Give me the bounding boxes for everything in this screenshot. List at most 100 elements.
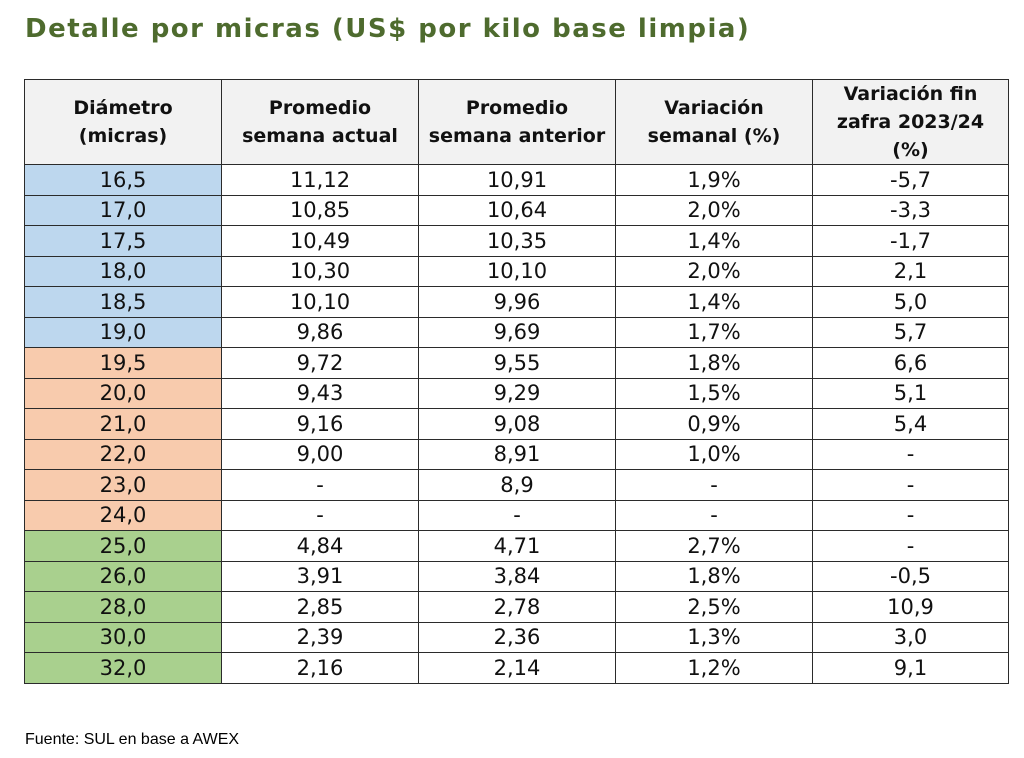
cell-promedio-actual: 3,91 xyxy=(221,560,419,592)
cell-diametro: 20,0 xyxy=(24,377,222,409)
micron-price-table: Diámetro (micras) Promedio semana actual… xyxy=(24,79,1009,684)
cell-promedio-anterior: 10,64 xyxy=(418,194,616,226)
table-header-row: Diámetro (micras) Promedio semana actual… xyxy=(24,79,1009,165)
table-row: 17,5 10,49 10,35 1,4% -1,7 xyxy=(24,225,1009,257)
cell-variacion-zafra: 10,9 xyxy=(812,591,1009,623)
cell-variacion-semanal: 1,7% xyxy=(615,316,813,348)
cell-variacion-zafra: 9,1 xyxy=(812,652,1009,684)
cell-diametro: 23,0 xyxy=(24,469,222,501)
cell-variacion-zafra: 5,4 xyxy=(812,408,1009,440)
table-row: 26,0 3,91 3,84 1,8% -0,5 xyxy=(24,560,1009,592)
cell-promedio-actual: 9,16 xyxy=(221,408,419,440)
cell-promedio-anterior: 9,69 xyxy=(418,316,616,348)
cell-promedio-anterior: 9,08 xyxy=(418,408,616,440)
cell-variacion-semanal: 1,4% xyxy=(615,286,813,318)
cell-variacion-semanal: 1,2% xyxy=(615,652,813,684)
cell-variacion-semanal: 2,5% xyxy=(615,591,813,623)
cell-promedio-actual: 2,16 xyxy=(221,652,419,684)
cell-diametro: 22,0 xyxy=(24,438,222,470)
cell-variacion-zafra: 5,7 xyxy=(812,316,1009,348)
cell-promedio-actual: 2,39 xyxy=(221,621,419,653)
header-promedio-anterior: Promedio semana anterior xyxy=(418,79,616,165)
cell-variacion-semanal: 1,5% xyxy=(615,377,813,409)
cell-promedio-anterior: 2,14 xyxy=(418,652,616,684)
cell-promedio-actual: 2,85 xyxy=(221,591,419,623)
cell-promedio-actual: 11,12 xyxy=(221,164,419,196)
cell-promedio-anterior: 9,55 xyxy=(418,347,616,379)
cell-variacion-zafra: - xyxy=(812,499,1009,531)
cell-variacion-semanal: 0,9% xyxy=(615,408,813,440)
header-variacion-semanal: Variación semanal (%) xyxy=(615,79,813,165)
table-row: 22,0 9,00 8,91 1,0% - xyxy=(24,438,1009,470)
cell-diametro: 28,0 xyxy=(24,591,222,623)
cell-variacion-zafra: 5,0 xyxy=(812,286,1009,318)
table-row: 25,0 4,84 4,71 2,7% - xyxy=(24,530,1009,562)
table-row: 18,5 10,10 9,96 1,4% 5,0 xyxy=(24,286,1009,318)
cell-promedio-actual: - xyxy=(221,499,419,531)
cell-variacion-semanal: 1,0% xyxy=(615,438,813,470)
cell-promedio-anterior: 10,91 xyxy=(418,164,616,196)
cell-diametro: 21,0 xyxy=(24,408,222,440)
cell-promedio-anterior: 4,71 xyxy=(418,530,616,562)
cell-variacion-semanal: - xyxy=(615,499,813,531)
cell-variacion-semanal: - xyxy=(615,469,813,501)
cell-promedio-actual: 9,43 xyxy=(221,377,419,409)
cell-diametro: 18,5 xyxy=(24,286,222,318)
cell-variacion-semanal: 2,0% xyxy=(615,255,813,287)
table-row: 20,0 9,43 9,29 1,5% 5,1 xyxy=(24,377,1009,409)
cell-diametro: 24,0 xyxy=(24,499,222,531)
cell-promedio-anterior: 10,10 xyxy=(418,255,616,287)
cell-promedio-actual: 10,30 xyxy=(221,255,419,287)
table-row: 28,0 2,85 2,78 2,5% 10,9 xyxy=(24,591,1009,623)
cell-variacion-zafra: - xyxy=(812,530,1009,562)
page-title: Detalle por micras (US$ por kilo base li… xyxy=(25,14,751,44)
cell-promedio-anterior: 2,78 xyxy=(418,591,616,623)
cell-promedio-anterior: 3,84 xyxy=(418,560,616,592)
cell-variacion-zafra: 5,1 xyxy=(812,377,1009,409)
cell-promedio-actual: 10,85 xyxy=(221,194,419,226)
cell-variacion-zafra: -5,7 xyxy=(812,164,1009,196)
cell-variacion-zafra: 2,1 xyxy=(812,255,1009,287)
cell-promedio-anterior: 2,36 xyxy=(418,621,616,653)
cell-diametro: 18,0 xyxy=(24,255,222,287)
cell-promedio-anterior: 10,35 xyxy=(418,225,616,257)
cell-promedio-actual: 10,10 xyxy=(221,286,419,318)
cell-promedio-actual: 4,84 xyxy=(221,530,419,562)
cell-variacion-semanal: 1,9% xyxy=(615,164,813,196)
table-row: 23,0-8,9- - xyxy=(24,469,1009,501)
cell-diametro: 32,0 xyxy=(24,652,222,684)
table-row: 32,0 2,16 2,14 1,2% 9,1 xyxy=(24,652,1009,684)
source-note: Fuente: SUL en base a AWEX xyxy=(25,731,240,748)
table-row: 30,0 2,39 2,36 1,3% 3,0 xyxy=(24,621,1009,653)
cell-variacion-semanal: 1,8% xyxy=(615,347,813,379)
cell-diametro: 25,0 xyxy=(24,530,222,562)
cell-diametro: 16,5 xyxy=(24,164,222,196)
cell-variacion-semanal: 1,4% xyxy=(615,225,813,257)
cell-variacion-zafra: - xyxy=(812,438,1009,470)
table-row: 21,0 9,16 9,08 0,9% 5,4 xyxy=(24,408,1009,440)
table-row: 16,5 11,12 10,91 1,9% -5,7 xyxy=(24,164,1009,196)
cell-variacion-zafra: -1,7 xyxy=(812,225,1009,257)
header-variacion-zafra: Variación fin zafra 2023/24 (%) xyxy=(812,79,1009,165)
cell-promedio-anterior: 8,91 xyxy=(418,438,616,470)
header-diametro: Diámetro (micras) xyxy=(24,79,222,165)
cell-variacion-zafra: - xyxy=(812,469,1009,501)
cell-promedio-actual: 10,49 xyxy=(221,225,419,257)
cell-variacion-zafra: 6,6 xyxy=(812,347,1009,379)
cell-variacion-zafra: -0,5 xyxy=(812,560,1009,592)
cell-variacion-semanal: 1,3% xyxy=(615,621,813,653)
cell-variacion-semanal: 2,0% xyxy=(615,194,813,226)
table-body: 16,5 11,12 10,91 1,9% -5,7 17,0 10,85 10,64 2,0%… xyxy=(24,164,1009,684)
cell-promedio-actual: 9,86 xyxy=(221,316,419,348)
cell-promedio-actual: - xyxy=(221,469,419,501)
table-row: 18,0 10,30 10,10 2,0% 2,1 xyxy=(24,255,1009,287)
cell-diametro: 19,5 xyxy=(24,347,222,379)
header-promedio-actual: Promedio semana actual xyxy=(221,79,419,165)
table-row: 24,0- - - - xyxy=(24,499,1009,531)
cell-diametro: 30,0 xyxy=(24,621,222,653)
cell-variacion-semanal: 1,8% xyxy=(615,560,813,592)
table-row: 19,5 9,72 9,55 1,8% 6,6 xyxy=(24,347,1009,379)
cell-diametro: 17,0 xyxy=(24,194,222,226)
cell-diametro: 17,5 xyxy=(24,225,222,257)
table-row: 19,0 9,86 9,69 1,7% 5,7 xyxy=(24,316,1009,348)
